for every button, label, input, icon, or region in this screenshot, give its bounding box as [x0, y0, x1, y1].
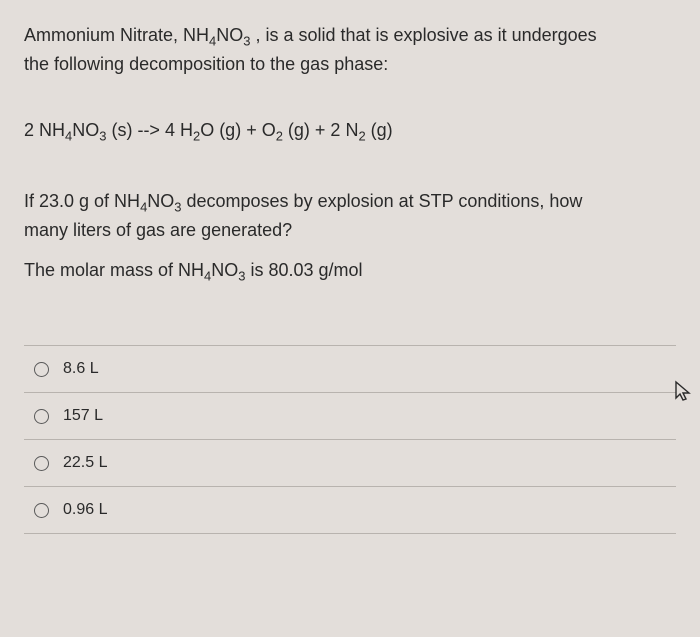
prompt-text: If 23.0 g of NH — [24, 191, 140, 211]
option-label: 22.5 L — [63, 454, 107, 472]
eq-text: (s) --> 4 H — [106, 120, 193, 140]
sub: 2 — [358, 129, 365, 144]
option-label: 8.6 L — [63, 360, 99, 378]
answer-options: 8.6 L 157 L 22.5 L 0.96 L — [24, 345, 676, 534]
option-label: 157 L — [63, 407, 103, 425]
sub: 3 — [174, 199, 181, 214]
eq-text: (g) + 2 N — [283, 120, 359, 140]
question-intro: Ammonium Nitrate, NH4NO3 , is a solid th… — [24, 22, 676, 78]
prompt-text: NO — [147, 191, 174, 211]
intro-text: NO — [216, 25, 243, 45]
option-d[interactable]: 0.96 L — [24, 487, 676, 534]
cursor-icon — [674, 380, 692, 408]
intro-text: Ammonium Nitrate, NH — [24, 25, 209, 45]
option-label: 0.96 L — [63, 501, 107, 519]
molar-text: NO — [211, 260, 238, 280]
question-prompt: If 23.0 g of NH4NO3 decomposes by explos… — [24, 188, 676, 244]
option-c[interactable]: 22.5 L — [24, 440, 676, 487]
radio-icon — [34, 503, 49, 518]
eq-text: 2 NH — [24, 120, 65, 140]
eq-text: O (g) + O — [200, 120, 276, 140]
intro-text: the following decomposition to the gas p… — [24, 54, 388, 74]
eq-text: NO — [72, 120, 99, 140]
molar-text: The molar mass of NH — [24, 260, 204, 280]
prompt-text: many liters of gas are generated? — [24, 220, 292, 240]
prompt-text: decomposes by explosion at STP condition… — [182, 191, 583, 211]
radio-icon — [34, 362, 49, 377]
intro-text: , is a solid that is explosive as it und… — [250, 25, 596, 45]
molar-mass-text: The molar mass of NH4NO3 is 80.03 g/mol — [24, 260, 676, 284]
option-a[interactable]: 8.6 L — [24, 346, 676, 393]
molar-text: is 80.03 g/mol — [245, 260, 362, 280]
option-b[interactable]: 157 L — [24, 393, 676, 440]
chemical-equation: 2 NH4NO3 (s) --> 4 H2O (g) + O2 (g) + 2 … — [24, 120, 676, 144]
radio-icon — [34, 409, 49, 424]
sub: 2 — [276, 129, 283, 144]
radio-icon — [34, 456, 49, 471]
eq-text: (g) — [366, 120, 393, 140]
